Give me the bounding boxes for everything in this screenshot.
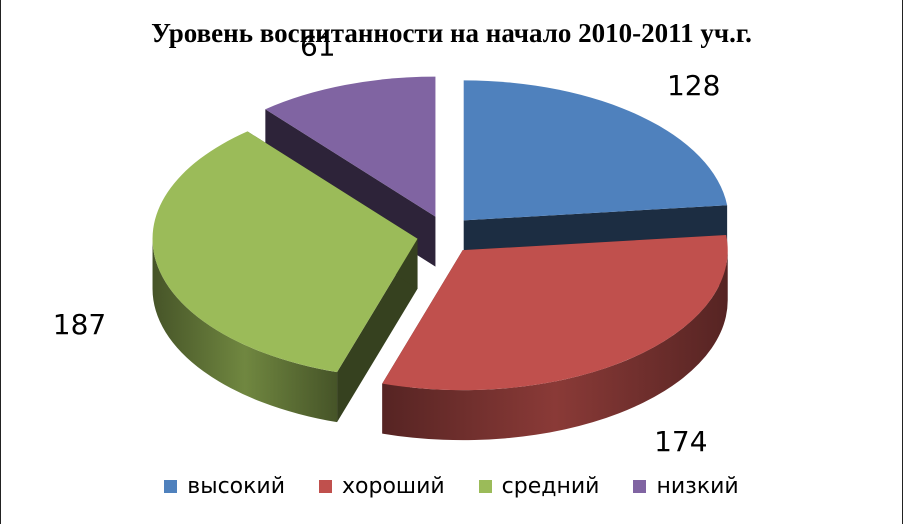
slice-хороший [382, 235, 728, 391]
slice-cut-wall-средний [337, 238, 418, 423]
legend-swatch [164, 480, 178, 493]
data-label-хороший: 174 [654, 425, 707, 458]
legend-swatch [478, 480, 492, 493]
legend-label: средний [501, 474, 600, 499]
legend-item-средний: средний [478, 474, 600, 499]
legend-label: хороший [342, 474, 445, 499]
legend-swatch [633, 480, 647, 493]
chart-title: Уровень воспитанности на начало 2010-201… [151, 18, 752, 48]
chart-legend: высокий хороший средний низкий [0, 474, 903, 499]
slice-outer-wall-хороший [382, 250, 728, 441]
legend-label: низкий [656, 474, 739, 499]
legend-label: высокий [187, 474, 286, 499]
data-label-средний: 187 [53, 308, 106, 341]
legend-item-хороший: хороший [319, 474, 445, 499]
legend-item-высокий: высокий [164, 474, 285, 499]
slice-outer-wall-средний [152, 238, 338, 423]
legend-swatch [319, 480, 333, 493]
legend-item-низкий: низкий [633, 474, 739, 499]
slice-высокий [463, 80, 728, 221]
data-label-высокий: 128 [667, 69, 720, 102]
slice-низкий [265, 76, 436, 217]
slice-средний [152, 131, 418, 373]
data-label-низкий: 61 [300, 30, 336, 63]
